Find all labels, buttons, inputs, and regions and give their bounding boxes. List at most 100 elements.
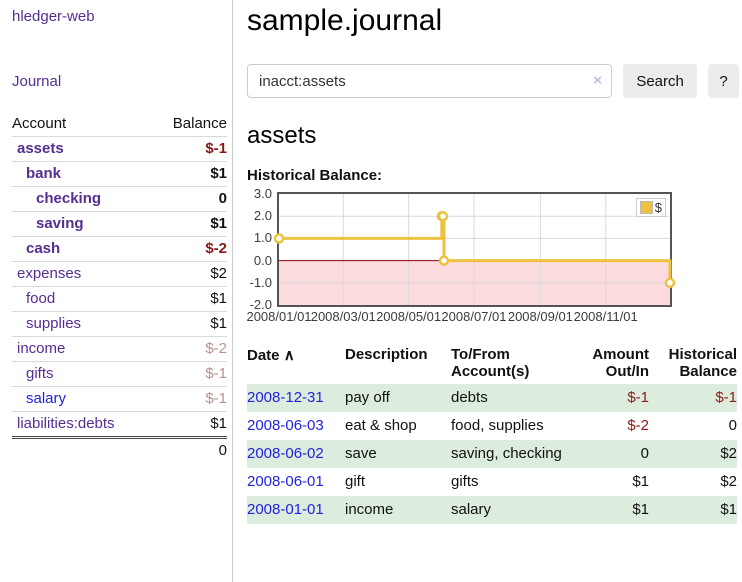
help-button[interactable]: ? [708, 64, 739, 98]
chart-title: Historical Balance: [247, 167, 383, 184]
account-row: salary $-1 [12, 386, 227, 411]
transaction-accounts: saving, checking [451, 445, 562, 462]
register-row: 2008-01-01 income salary $1 $1 [247, 496, 737, 524]
account-row: food $1 [12, 286, 227, 311]
transaction-date-link[interactable]: 2008-01-01 [247, 501, 324, 518]
x-tick-label: 2008/05/01 [376, 309, 442, 324]
sidebar-account-supplies[interactable]: supplies [26, 315, 82, 332]
sidebar-account-expenses[interactable]: expenses [17, 265, 82, 282]
amount-value: 0 [640, 445, 649, 462]
legend-swatch-icon [639, 201, 653, 214]
legend-label: $ [654, 200, 662, 215]
sidebar-account-income[interactable]: income [17, 340, 66, 357]
tofrom-column-header: To/From Account(s) [451, 346, 530, 380]
sidebar-account-checking[interactable]: checking [36, 190, 102, 207]
transaction-accounts: debts [451, 389, 488, 406]
x-tick-label: 2008/03/01 [310, 309, 376, 324]
account-balance: $-1 [205, 365, 227, 382]
search-bar: × Search ? [247, 64, 739, 98]
transaction-description: eat & shop [345, 417, 417, 434]
register-row: 2008-06-02 save saving, checking 0 $2 [247, 440, 737, 468]
y-tick-label: 1.0 [253, 230, 272, 246]
x-tick-label: 2008/01/01 [246, 309, 312, 324]
account-row: supplies $1 [12, 311, 227, 336]
historical-balance-value: $2 [720, 445, 737, 462]
app-brand-link[interactable]: hledger-web [12, 8, 95, 25]
account-balance: $2 [210, 265, 227, 282]
sidebar-account-salary[interactable]: salary [26, 390, 67, 407]
clear-search-icon[interactable]: × [593, 72, 602, 89]
chart-plot-area: $ [273, 192, 676, 307]
register-table: Date ∧ Description To/From Account(s) Am… [247, 342, 737, 524]
balance-column-header: Balance [172, 115, 227, 132]
search-input[interactable] [247, 64, 612, 98]
account-row: liabilities:debts $1 [12, 411, 227, 436]
sidebar-account-bank[interactable]: bank [26, 165, 62, 182]
main-panel: sample.journal × Search ? assets Histori… [246, 0, 739, 524]
historical-balance-value: $2 [720, 473, 737, 490]
transaction-description: gift [345, 473, 366, 490]
page-title: sample.journal [247, 4, 443, 37]
date-column-header[interactable]: Date ∧ [247, 347, 295, 364]
sidebar: hledger-web Journal Account Balance asse… [0, 0, 233, 582]
x-tick-label: 2008/11/01 [573, 309, 638, 324]
transaction-accounts: salary [451, 501, 492, 518]
historical-balance-value: $-1 [715, 389, 737, 406]
account-row: cash $-2 [12, 236, 227, 261]
y-tick-label: -2.0 [249, 297, 272, 312]
chart-y-axis-labels: 3.0 2.0 1.0 0.0 -1.0 -2.0 [247, 186, 277, 325]
account-row: bank $1 [12, 161, 227, 186]
transaction-accounts: food, supplies [451, 417, 544, 434]
amount-column-header: Amount Out/In [592, 346, 649, 380]
amount-value: $1 [632, 473, 649, 490]
account-balance: $-1 [205, 140, 227, 157]
account-balance: 0 [218, 190, 227, 207]
account-row: income $-2 [12, 336, 227, 361]
historical-balance-value: $1 [720, 501, 737, 518]
account-column-header: Account [12, 115, 67, 132]
amount-value: $-1 [627, 389, 649, 406]
sidebar-account-food[interactable]: food [26, 290, 56, 307]
account-tree-total-row: 0 [12, 436, 227, 463]
transaction-date-link[interactable]: 2008-12-31 [247, 389, 324, 406]
amount-value: $-2 [627, 417, 649, 434]
account-balance: $-2 [205, 240, 227, 257]
account-row: checking 0 [12, 186, 227, 211]
register-row: 2008-06-01 gift gifts $1 $2 [247, 468, 737, 496]
chart-legend: $ [635, 198, 666, 217]
account-row: assets $-1 [12, 136, 227, 161]
total-balance: 0 [218, 442, 227, 459]
register-header-row: Date ∧ Description To/From Account(s) Am… [247, 342, 737, 384]
description-column-header: Description [345, 346, 428, 363]
account-balance: $1 [210, 315, 227, 332]
account-balance: $1 [210, 290, 227, 307]
historical-balance-chart: 3.0 2.0 1.0 0.0 -1.0 -2.0 $ 2008/01/01 2008/03… [246, 186, 739, 325]
transaction-description: income [345, 501, 394, 518]
sidebar-account-cash[interactable]: cash [26, 240, 61, 257]
account-tree-header: Account Balance [12, 112, 227, 136]
sidebar-account-liabilities-debts[interactable]: liabilities:debts [17, 415, 115, 432]
transaction-description: save [345, 445, 377, 462]
chart-canvas [273, 194, 676, 305]
account-row: gifts $-1 [12, 361, 227, 386]
x-tick-label: 2008/07/01 [441, 309, 507, 324]
account-balance: $-2 [205, 340, 227, 357]
transaction-description: pay off [345, 389, 390, 406]
search-button[interactable]: Search [623, 64, 698, 98]
y-tick-label: 0.0 [253, 252, 272, 268]
sort-asc-icon: ∧ [283, 347, 295, 364]
sidebar-account-assets[interactable]: assets [17, 140, 64, 157]
account-row: expenses $2 [12, 261, 227, 286]
transaction-date-link[interactable]: 2008-06-03 [247, 417, 324, 434]
y-tick-label: 3.0 [253, 186, 272, 201]
transaction-date-link[interactable]: 2008-06-01 [247, 473, 324, 490]
transaction-accounts: gifts [451, 473, 479, 490]
historical-balance-value: 0 [728, 417, 737, 434]
sidebar-account-gifts[interactable]: gifts [26, 365, 54, 382]
chart-x-axis-labels: 2008/01/01 2008/03/01 2008/05/01 2008/07/01… [246, 307, 672, 325]
transaction-date-link[interactable]: 2008-06-02 [247, 445, 324, 462]
nav-journal-link[interactable]: Journal [12, 73, 62, 90]
register-row: 2008-12-31 pay off debts $-1 $-1 [247, 384, 737, 412]
sidebar-account-saving[interactable]: saving [36, 215, 84, 232]
y-tick-label: -1.0 [249, 274, 272, 290]
